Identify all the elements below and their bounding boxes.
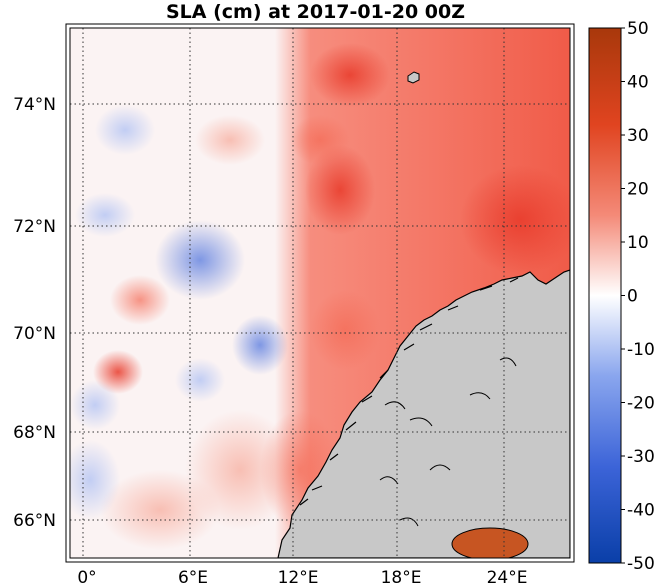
lon-label: 18°E <box>381 568 422 588</box>
map-panel <box>70 28 570 558</box>
colorbar-tick-label: -30 <box>627 447 655 467</box>
colorbar-ticks: 50 40 30 20 10 0 -10 -20 -30 -40 -50 <box>621 19 655 574</box>
plot-title: SLA (cm) at 2017-01-20 00Z <box>165 1 466 23</box>
anomaly-blob <box>232 315 288 375</box>
colorbar-tick-label: 20 <box>627 180 649 200</box>
anomaly-blob <box>195 115 265 165</box>
map-frame-inner <box>69 27 571 559</box>
lon-label: 6°E <box>178 568 208 588</box>
anomaly-blob <box>75 193 135 237</box>
lon-label: 12°E <box>278 568 319 588</box>
anomaly-blob <box>305 145 375 235</box>
anomaly-blob <box>70 440 120 520</box>
longitude-labels: 0° 6°E 12°E 18°E 24°E <box>77 568 527 588</box>
colorbar-tick-label: -10 <box>627 340 655 360</box>
lon-label: 0° <box>77 568 96 588</box>
lat-label: 66°N <box>13 511 56 531</box>
colorbar-tick-label: -40 <box>627 501 655 521</box>
coastline-detail <box>299 277 519 506</box>
land-mass <box>277 269 570 558</box>
graticule <box>70 28 570 558</box>
anomaly-blob <box>100 470 220 550</box>
colorbar-tick-label: 30 <box>627 126 649 146</box>
lon-label: 24°E <box>487 568 528 588</box>
lat-label: 74°N <box>13 95 56 115</box>
anomaly-blob <box>110 275 170 325</box>
lat-label: 72°N <box>13 217 56 237</box>
colorbar-tick-label: -50 <box>627 554 655 574</box>
anomaly-blob <box>95 105 155 155</box>
map-frame-outer <box>65 23 575 563</box>
colorbar-tick-label: 10 <box>627 233 649 253</box>
anomaly-blob <box>310 43 390 107</box>
anomaly-blob <box>310 290 380 370</box>
lake-outline <box>379 357 517 527</box>
island <box>407 71 420 84</box>
lat-label: 70°N <box>13 324 56 344</box>
inland-sea-anomaly <box>451 527 529 558</box>
colorbar-tick-label: -20 <box>627 394 655 414</box>
latitude-labels: 74°N 72°N 70°N 68°N 66°N <box>13 95 56 531</box>
anomaly-blob <box>460 165 570 275</box>
colorbar-tick-label: 0 <box>627 287 638 307</box>
anomaly-blob <box>70 380 120 430</box>
anomaly-blob <box>175 358 225 402</box>
colorbar-scale <box>588 27 622 564</box>
anomaly-blob <box>155 220 245 300</box>
colorbar: 50 40 30 20 10 0 -10 -20 -30 -40 -50 <box>588 19 655 574</box>
colorbar-tick-label: 50 <box>627 19 649 39</box>
colorbar-tick-label: 40 <box>627 73 649 93</box>
lat-label: 68°N <box>13 423 56 443</box>
anomaly-blob <box>290 115 350 165</box>
